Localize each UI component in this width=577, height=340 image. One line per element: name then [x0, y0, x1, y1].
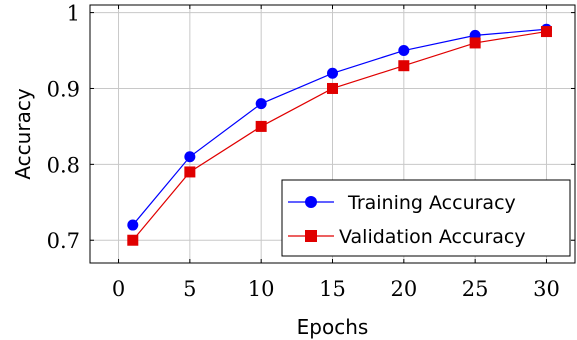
x-tick-label: 5 — [183, 277, 196, 301]
data-point — [184, 166, 196, 178]
data-point — [255, 98, 267, 110]
x-axis-title: Epochs — [297, 315, 369, 339]
data-point — [127, 219, 139, 231]
y-tick-label: 1 — [67, 2, 80, 26]
axis-ticks: 0 5 10 15 20 25 30 0.7 0.8 0.9 1 — [47, 2, 575, 301]
legend-label: Validation Accuracy — [339, 226, 526, 248]
x-tick-label: 15 — [319, 277, 346, 301]
data-point — [398, 45, 410, 57]
data-point — [184, 151, 196, 163]
legend-box — [281, 179, 571, 257]
legend-marker — [305, 196, 317, 208]
legend-marker — [305, 230, 317, 242]
y-tick-label: 0.8 — [47, 153, 80, 177]
y-axis-title: Accuracy — [11, 88, 35, 179]
data-point — [255, 120, 267, 132]
y-tick-label: 0.7 — [47, 229, 80, 253]
data-point — [398, 60, 410, 72]
y-tick-label: 0.9 — [47, 77, 80, 101]
x-tick-label: 30 — [533, 277, 560, 301]
legend-label: Training Accuracy — [347, 192, 516, 214]
data-point — [127, 234, 139, 246]
data-point — [540, 26, 552, 38]
x-tick-label: 10 — [248, 277, 275, 301]
legend: Training Accuracy Validation Accuracy — [281, 179, 571, 257]
x-tick-label: 0 — [112, 277, 125, 301]
x-tick-label: 20 — [390, 277, 417, 301]
data-point — [469, 37, 481, 49]
x-tick-label: 25 — [462, 277, 489, 301]
series-layer — [127, 23, 552, 246]
data-point — [327, 82, 338, 94]
data-point — [327, 67, 338, 79]
